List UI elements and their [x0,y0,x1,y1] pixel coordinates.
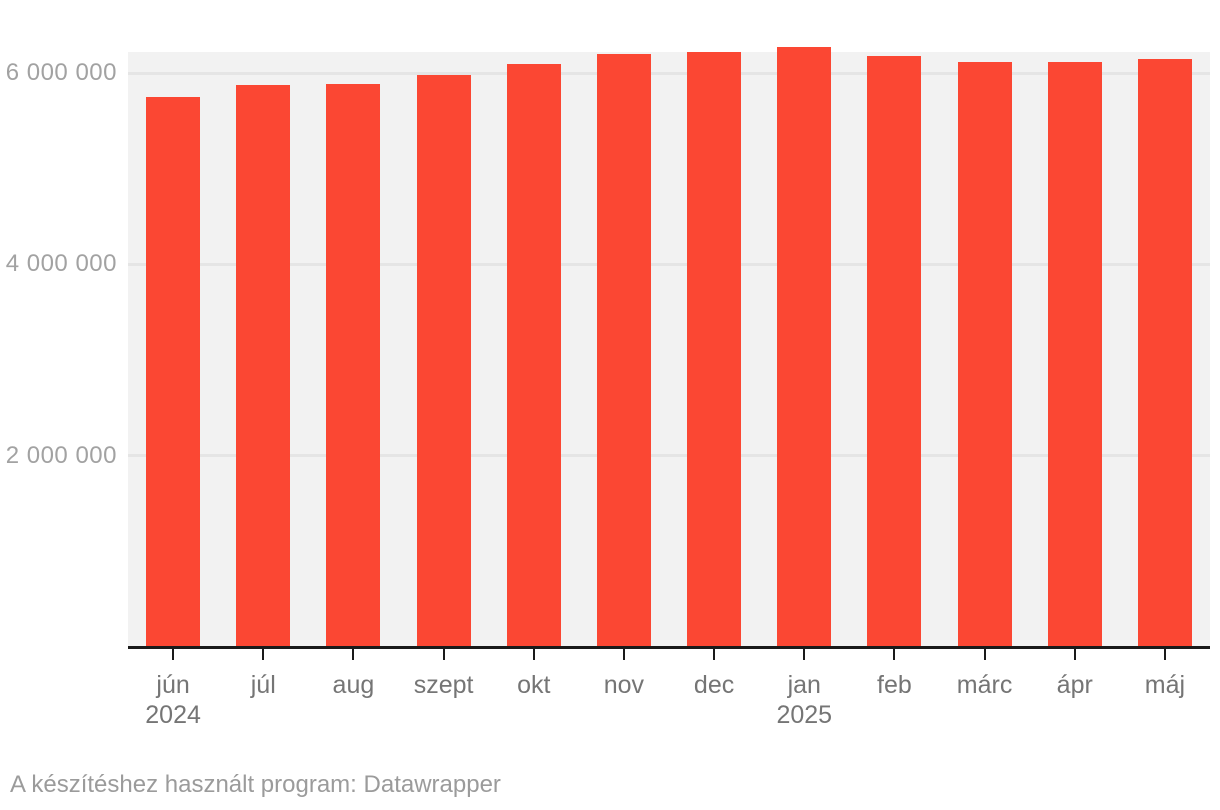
x-axis-label-júl: júl [250,671,276,699]
x-axis-label-dec: dec [693,671,735,699]
x-axis-tick [1163,649,1166,660]
bar-ápr[interactable] [1047,62,1102,646]
bar-dec[interactable] [687,51,742,646]
x-axis-label-márc: márc [956,671,1013,699]
bar-aug[interactable] [326,84,381,646]
attribution-text: A készítéshez használt program: Datawrap… [10,771,501,798]
x-axis-tick [893,649,896,660]
x-axis-tick [442,649,445,660]
bar-okt[interactable] [506,64,561,646]
plot-background [128,52,1210,646]
x-axis-tick [352,649,355,660]
x-axis-tick [713,649,716,660]
x-axis-label-aug: aug [332,671,375,699]
x-axis-label-nov: nov [603,671,645,699]
x-axis-year-label: 2025 [776,701,833,729]
x-axis-tick [172,649,175,660]
gridline [128,71,1210,75]
bar-feb[interactable] [867,55,922,646]
x-axis-tick [622,649,625,660]
bar-júl[interactable] [236,85,291,646]
x-axis-label-feb: feb [877,671,912,699]
bar-jan[interactable] [777,47,832,646]
x-axis-year-label: 2024 [145,701,201,729]
x-axis-tick [532,649,535,660]
x-axis-tick [803,649,806,660]
x-axis-label-ápr: ápr [1056,671,1093,699]
y-axis-tick-label: 4 000 000 [5,250,117,278]
bar-jún[interactable] [146,96,201,646]
gridline [128,454,1210,458]
bar-nov[interactable] [596,53,651,646]
x-axis-label-máj: máj [1144,671,1186,699]
bar-szept[interactable] [416,74,471,646]
x-axis-label-szept: szept [413,671,474,699]
x-axis-label-jan: jan [787,671,821,699]
y-axis-tick-label: 2 000 000 [5,441,117,469]
x-axis-tick [1073,649,1076,660]
x-axis-label-jún: jún [156,671,190,699]
x-axis-line [128,646,1210,649]
gridline [128,262,1210,266]
x-axis-label-okt: okt [517,671,551,699]
y-axis-tick-label: 6 000 000 [5,59,117,86]
x-axis-tick [262,649,265,660]
bar-márc[interactable] [957,61,1012,646]
bar-máj[interactable] [1137,58,1192,646]
x-axis-tick [983,649,986,660]
